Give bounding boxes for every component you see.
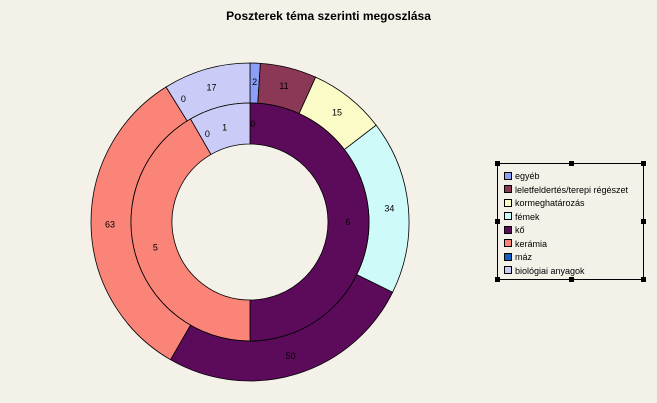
legend-swatch-0 <box>504 171 512 180</box>
outer-ring-label-1: 11 <box>279 81 288 91</box>
legend-entry-4: kő <box>504 224 525 237</box>
outer-ring-label-3: 34 <box>384 203 394 213</box>
legend-entry-5: kerámia <box>504 238 547 251</box>
outer-ring-label-4: 50 <box>286 351 296 361</box>
legend-swatch-6 <box>504 252 512 261</box>
resize-handle-bottom-right[interactable] <box>641 277 646 282</box>
outer-ring-label-6: 0 <box>181 94 186 104</box>
legend-swatch-7 <box>504 266 512 275</box>
legend-label-4: kő <box>515 225 525 235</box>
legend-swatch-3 <box>504 212 512 221</box>
legend-entry-0: egyéb <box>504 170 540 183</box>
resize-handle-top-left[interactable] <box>495 161 500 166</box>
inner-ring-label-4: 6 <box>345 217 350 227</box>
inner-ring-label-5: 5 <box>153 242 158 252</box>
legend-label-2: kormeghatározás <box>515 198 585 208</box>
legend-label-6: máz <box>515 252 533 262</box>
legend-swatch-5 <box>504 239 512 248</box>
inner-ring-slice-5 <box>130 118 251 342</box>
outer-ring-label-2: 15 <box>332 107 342 117</box>
resize-handle-left[interactable] <box>495 219 500 224</box>
legend-entry-2: kormeghatározás <box>504 197 585 210</box>
chart-title: Poszterek téma szerinti megoszlása <box>226 9 431 23</box>
outer-ring-label-7: 17 <box>207 82 217 92</box>
legend-label-5: kerámia <box>515 238 548 249</box>
legend-label-1: leletfeldertés/terepi régészet <box>515 184 629 195</box>
legend-entry-3: fémek <box>504 211 540 224</box>
outer-ring-label-5: 63 <box>105 219 115 229</box>
legend-label-3: fémek <box>515 211 540 222</box>
resize-handle-top[interactable] <box>569 161 574 166</box>
resize-handle-bottom[interactable] <box>569 277 574 282</box>
resize-handle-top-right[interactable] <box>641 161 646 166</box>
legend-label-7: biológiai anyagok <box>515 265 585 276</box>
legend-swatch-2 <box>504 198 512 207</box>
legend-label-0: egyéb <box>515 171 540 181</box>
inner-ring-label-0: 0 <box>250 119 255 129</box>
resize-handle-bottom-left[interactable] <box>495 277 500 282</box>
legend-entry-6: máz <box>504 251 532 264</box>
inner-ring-slice-7 <box>189 102 251 155</box>
legend-entry-1: leletfeldertés/terepi régészet <box>504 184 628 197</box>
legend-swatch-1 <box>504 185 512 194</box>
outer-ring-label-0: 2 <box>252 77 257 87</box>
inner-ring-slice-4 <box>249 102 370 342</box>
inner-ring-label-6: 0 <box>205 129 210 139</box>
chart-legend[interactable]: egyéb leletfeldertés/terepi régészet korme… <box>495 161 646 282</box>
legend-entry-7: biológiai anyagok <box>504 265 585 278</box>
resize-handle-right[interactable] <box>641 219 646 224</box>
legend-swatch-4 <box>504 225 512 234</box>
inner-ring-label-7: 1 <box>222 122 227 132</box>
